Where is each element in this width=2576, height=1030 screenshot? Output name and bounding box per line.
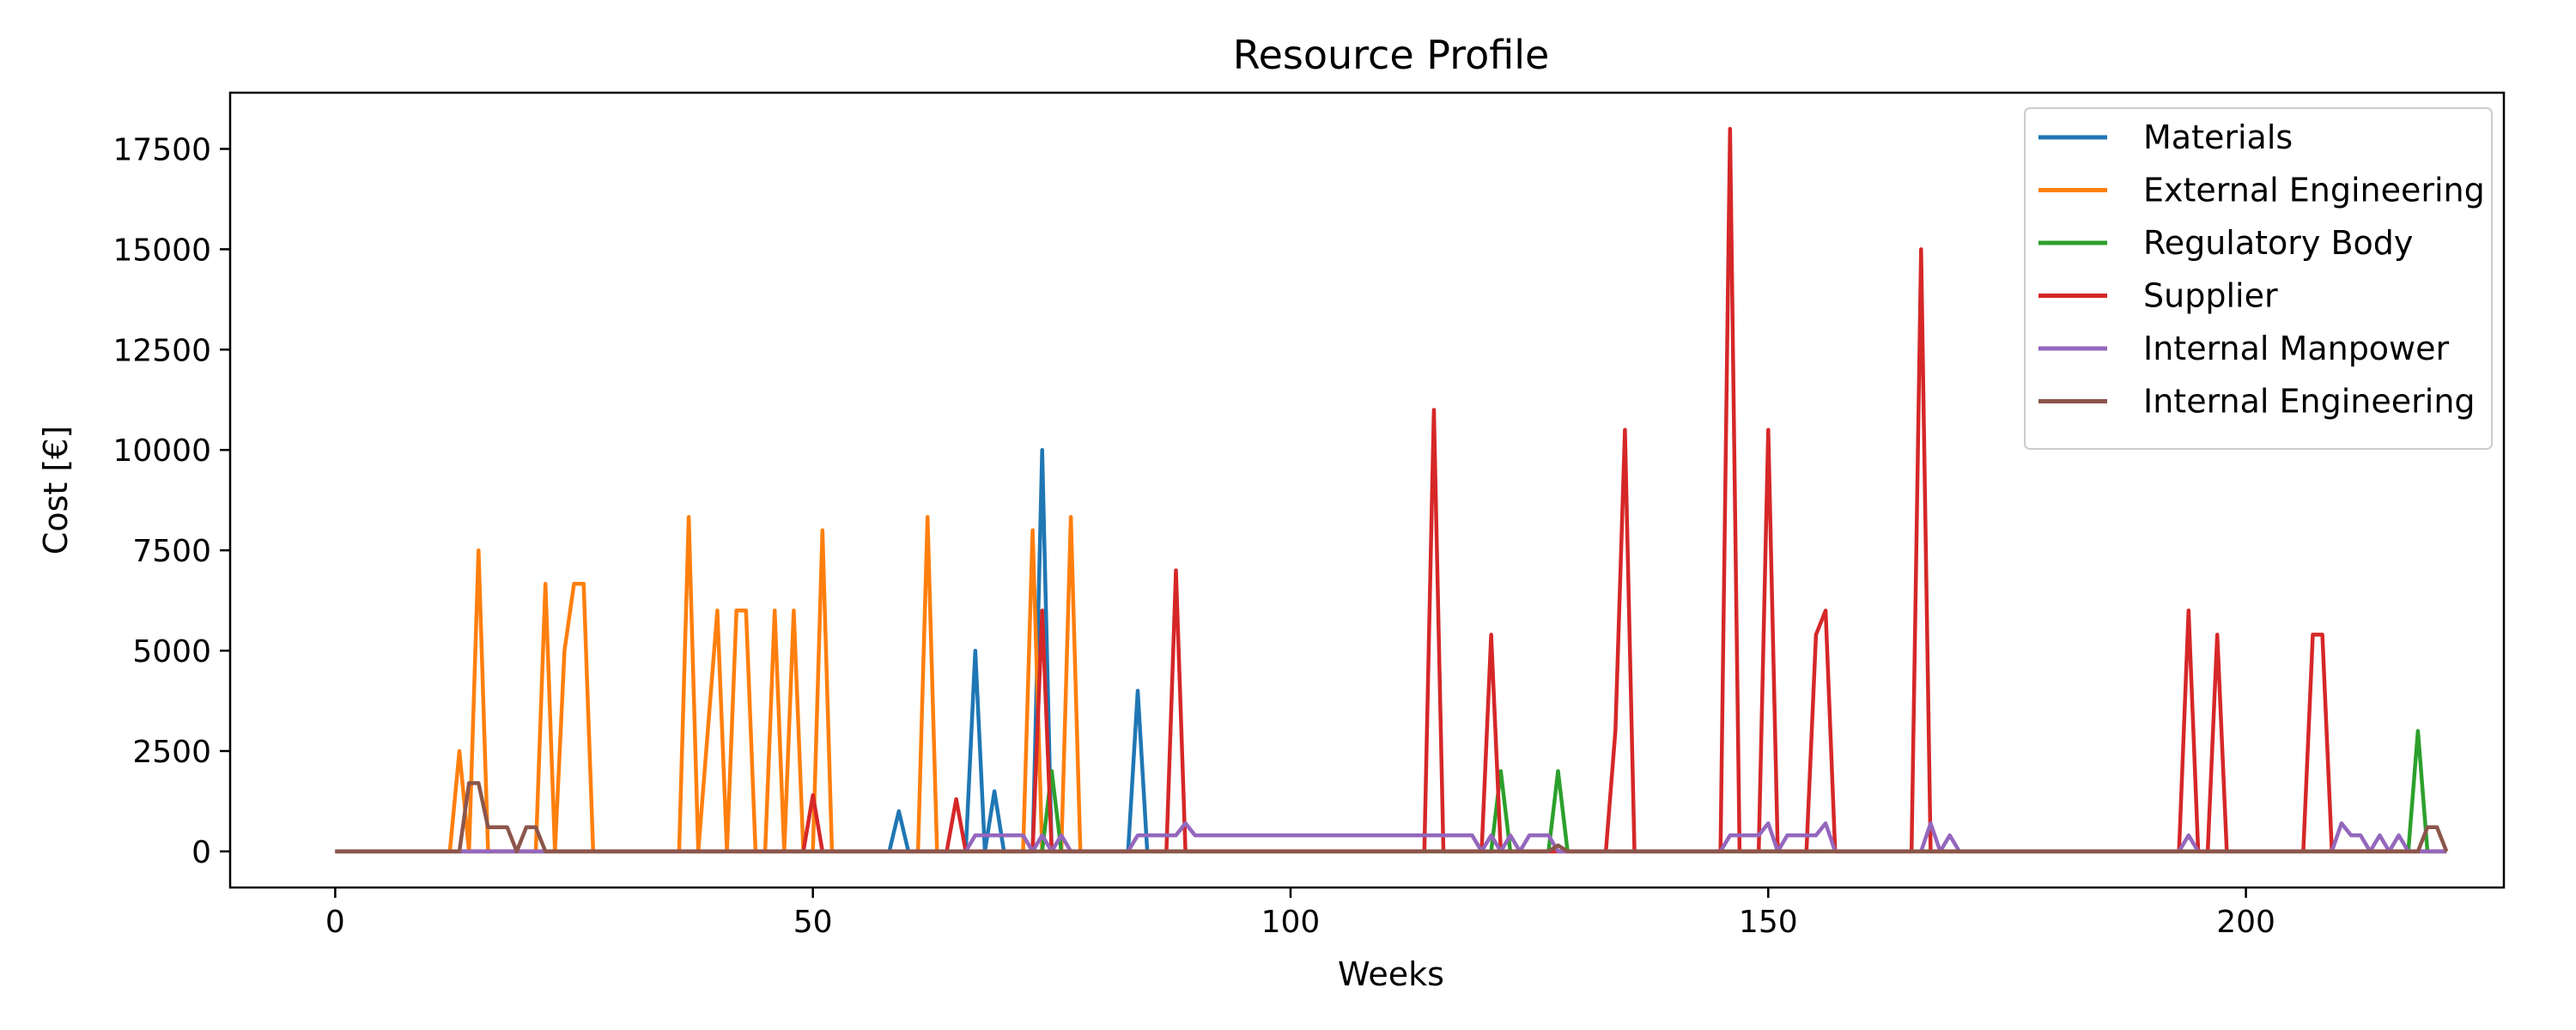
x-tick-label: 200 <box>2216 905 2275 940</box>
y-tick-label: 0 <box>191 835 211 870</box>
legend-label: Internal Engineering <box>2143 383 2476 421</box>
x-tick-label: 0 <box>325 905 345 940</box>
legend-label: Materials <box>2143 118 2293 156</box>
legend: Materials External Engineering Regulatory … <box>2024 107 2493 450</box>
y-tick-label: 7500 <box>132 534 211 569</box>
legend-label: External Engineering <box>2143 172 2485 209</box>
legend-box <box>2024 107 2493 450</box>
y-tick-label: 10000 <box>112 433 211 469</box>
series-line-4 <box>335 821 2447 854</box>
x-tick-label: 100 <box>1261 905 1321 940</box>
x-axis: 0 50 100 150 200 <box>325 888 2275 940</box>
legend-label: Regulatory Body <box>2143 224 2413 262</box>
legend-label: Supplier <box>2143 277 2278 315</box>
y-axis: 0 2500 5000 7500 10000 12500 15000 17500 <box>112 132 230 870</box>
legend-label: Internal Manpower <box>2143 330 2450 367</box>
plot-layer <box>335 126 2449 854</box>
axes-frame <box>228 91 2506 889</box>
y-tick-label: 5000 <box>132 634 211 670</box>
series-line-2 <box>335 729 2447 854</box>
series-line-5 <box>335 781 2449 854</box>
series-line-1 <box>335 514 2447 854</box>
y-tick-label: 17500 <box>112 132 211 167</box>
y-tick-label: 2500 <box>132 735 211 770</box>
x-axis-title: Weeks <box>1338 955 1444 993</box>
series-line-0 <box>335 447 2447 854</box>
chart-title: Resource Profile <box>1233 32 1550 78</box>
x-tick-label: 150 <box>1739 905 1798 940</box>
y-tick-label: 15000 <box>112 233 211 268</box>
y-tick-label: 12500 <box>112 333 211 368</box>
y-axis-title: Cost [€] <box>37 426 75 554</box>
x-tick-label: 50 <box>793 905 833 940</box>
